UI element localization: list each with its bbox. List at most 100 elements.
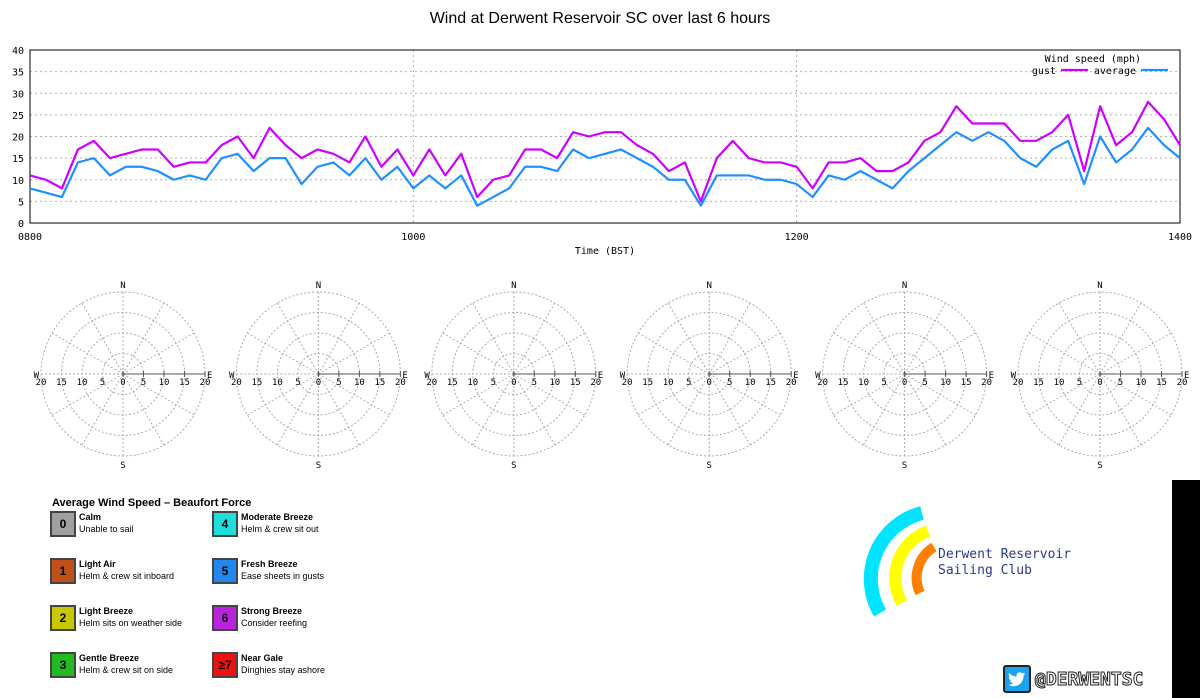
rose-spoke xyxy=(81,302,124,375)
rose-spoke xyxy=(1028,332,1101,375)
beaufort-description: Helm & crew sit on side xyxy=(79,665,174,675)
rose-scale-label: 5 xyxy=(100,378,105,388)
rose-label-s: S xyxy=(316,461,321,470)
rose-scale-label: 5 xyxy=(727,378,732,388)
rose-spoke xyxy=(513,373,586,416)
rose-scale-label: 15 xyxy=(179,378,190,388)
y-tick-label: 5 xyxy=(18,197,24,208)
rose-spoke xyxy=(122,332,195,375)
beaufort-name: Calm xyxy=(79,512,102,522)
beaufort-item: 0 Calm Unable to sail xyxy=(50,511,210,551)
twitter-link[interactable]: @DERWENTSC xyxy=(1003,664,1144,694)
rose-spoke xyxy=(247,332,319,375)
rose-scale-label: 15 xyxy=(447,378,458,388)
beaufort-description: Consider reefing xyxy=(241,618,308,628)
rose-label-w: W xyxy=(620,371,626,381)
rose-scale-label: 20 xyxy=(1013,378,1024,388)
rose-label-s: S xyxy=(706,461,711,470)
x-axis-label: Time (BST) xyxy=(575,246,635,257)
rose-spoke xyxy=(122,302,165,375)
rose-spoke xyxy=(513,302,556,375)
beaufort-name: Strong Breeze xyxy=(241,606,303,616)
rose-label-e: E xyxy=(207,371,212,381)
rose-spoke xyxy=(904,332,976,375)
y-tick-label: 25 xyxy=(12,111,24,122)
rose-scale-label: 15 xyxy=(765,378,776,388)
rose-spoke xyxy=(863,302,906,375)
side-bar xyxy=(1172,480,1200,698)
rose-scale-label: 5 xyxy=(336,378,341,388)
rose-label-w: W xyxy=(34,371,40,381)
beaufort-name: Gentle Breeze xyxy=(79,653,140,663)
rose-spoke xyxy=(667,373,710,446)
beaufort-item: 1 Light Air Helm & crew sit inboard xyxy=(50,558,210,598)
rose-spoke xyxy=(637,373,710,416)
beaufort-item: 2 Light Breeze Helm sits on weather side xyxy=(50,605,210,645)
rose-label-n: N xyxy=(1097,281,1102,291)
series-line-gust xyxy=(29,100,1181,203)
rose-scale-label: 5 xyxy=(686,378,691,388)
rose-scale-label: 10 xyxy=(467,378,478,388)
rose-spoke xyxy=(708,332,781,375)
beaufort-name: Light Breeze xyxy=(79,606,134,616)
rose-spoke xyxy=(1028,373,1101,416)
rose-spoke xyxy=(442,373,515,416)
beaufort-number-badge: 6 xyxy=(212,605,238,631)
rose-scale-label: 20 xyxy=(426,378,437,388)
rose-scale-label: 15 xyxy=(570,378,581,388)
rose-label-n: N xyxy=(511,281,516,291)
rose-label-w: W xyxy=(1011,371,1017,381)
rose-scale-label: 15 xyxy=(838,378,849,388)
rose-spoke xyxy=(51,373,124,416)
x-tick-label: 1200 xyxy=(785,232,809,243)
rose-spoke xyxy=(1058,302,1101,375)
beaufort-name: Moderate Breeze xyxy=(241,512,314,522)
y-tick-label: 35 xyxy=(12,68,24,79)
club-logo xyxy=(863,506,937,617)
rose-scale-label: 0 xyxy=(511,378,516,388)
rose-scale-label: 10 xyxy=(663,378,674,388)
rose-label-e: E xyxy=(402,371,407,381)
rose-spoke xyxy=(1099,373,1172,416)
beaufort-item: 4 Moderate Breeze Helm & crew sit out xyxy=(212,511,372,551)
rose-label-w: W xyxy=(815,371,821,381)
rose-scale-label: 20 xyxy=(622,378,633,388)
rose-scale-label: 10 xyxy=(858,378,869,388)
rose-scale-label: 5 xyxy=(295,378,300,388)
rose-spoke xyxy=(708,373,781,416)
rose-scale-label: 20 xyxy=(231,378,242,388)
rose-scale-label: 0 xyxy=(1097,378,1102,388)
rose-scale-label: 15 xyxy=(1156,378,1167,388)
rose-spoke xyxy=(318,373,390,416)
rose-spoke xyxy=(472,373,515,446)
rose-label-e: E xyxy=(1184,371,1189,381)
rose-spoke xyxy=(637,332,710,375)
rose-label-e: E xyxy=(793,371,798,381)
rose-scale-label: 10 xyxy=(1136,378,1147,388)
rose-scale-label: 20 xyxy=(786,378,797,388)
rose-spoke xyxy=(317,302,360,375)
rose-spoke xyxy=(1099,332,1172,375)
rose-spoke xyxy=(833,332,905,375)
rose-scale-label: 0 xyxy=(902,378,907,388)
rose-scale-label: 20 xyxy=(590,378,601,388)
rose-scale-label: 0 xyxy=(316,378,321,388)
chart-title: Wind at Derwent Reservoir SC over last 6… xyxy=(429,10,771,27)
rose-scale-label: 10 xyxy=(745,378,756,388)
beaufort-number-badge: 3 xyxy=(50,652,76,678)
rose-scale-label: 5 xyxy=(1077,378,1082,388)
rose-spoke xyxy=(122,373,195,416)
rose-spoke xyxy=(833,373,905,416)
beaufort-legend-title: Average Wind Speed – Beaufort Force xyxy=(52,497,252,509)
rose-label-s: S xyxy=(902,461,907,470)
rose-scale-label: 20 xyxy=(1177,378,1188,388)
rose-scale-label: 10 xyxy=(354,378,365,388)
rose-label-w: W xyxy=(229,371,235,381)
rose-scale-label: 0 xyxy=(120,378,125,388)
y-tick-label: 40 xyxy=(12,46,24,57)
y-tick-label: 0 xyxy=(18,219,24,230)
plot-frame xyxy=(29,49,1181,224)
rose-scale-label: 15 xyxy=(961,378,972,388)
